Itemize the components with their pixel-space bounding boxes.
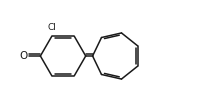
Text: O: O bbox=[20, 51, 28, 61]
Text: Cl: Cl bbox=[47, 23, 56, 32]
